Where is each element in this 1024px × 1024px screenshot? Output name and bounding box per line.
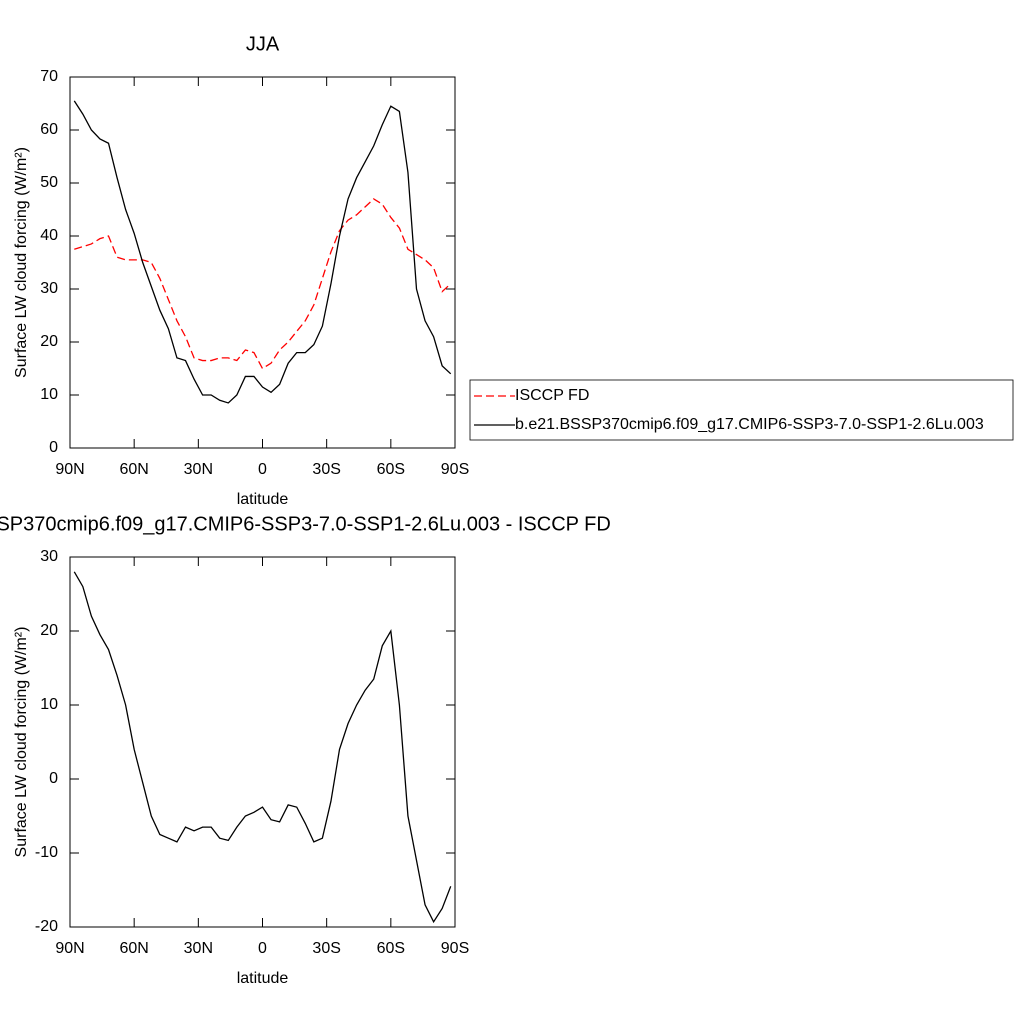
x-tick-label: 60N <box>119 461 148 478</box>
x-axis-label: latitude <box>237 970 289 987</box>
chart-title: b.e21.BSSP370cmip6.f09_g17.CMIP6-SSP3-7.… <box>0 513 611 535</box>
x-tick-label: 30N <box>184 940 213 957</box>
y-tick-label: 20 <box>40 622 58 639</box>
y-tick-label: 40 <box>40 227 58 244</box>
x-tick-label: 0 <box>258 940 267 957</box>
x-tick-label: 90N <box>55 940 84 957</box>
y-tick-label: 70 <box>40 68 58 85</box>
series-line <box>73 571 452 924</box>
y-tick-label: 10 <box>40 696 58 713</box>
y-tick-label: 0 <box>49 439 58 456</box>
x-tick-label: 30N <box>184 461 213 478</box>
legend-label: ISCCP FD <box>515 387 589 404</box>
y-tick-label: 30 <box>40 548 58 565</box>
x-tick-label: 60S <box>377 461 405 478</box>
legend-label: b.e21.BSSP370cmip6.f09_g17.CMIP6-SSP3-7.… <box>515 416 984 433</box>
y-tick-label: -10 <box>35 844 58 861</box>
x-tick-label: 60S <box>377 940 405 957</box>
x-tick-label: 90S <box>441 940 469 957</box>
plot-frame <box>69 556 456 928</box>
series-line <box>73 100 452 404</box>
x-tick-label: 90S <box>441 461 469 478</box>
x-tick-label: 0 <box>258 461 267 478</box>
y-axis-label: Surface LW cloud forcing (W/m²) <box>13 147 30 378</box>
x-tick-label: 60N <box>119 940 148 957</box>
y-tick-label: -20 <box>35 918 58 935</box>
x-tick-label: 30S <box>312 940 340 957</box>
x-tick-label: 90N <box>55 461 84 478</box>
y-tick-label: 50 <box>40 174 58 191</box>
y-tick-label: 0 <box>49 770 58 787</box>
y-tick-label: 20 <box>40 333 58 350</box>
y-axis-label: Surface LW cloud forcing (W/m²) <box>13 627 30 858</box>
chart-title: JJA <box>246 33 280 55</box>
legend-box <box>469 379 1014 441</box>
y-tick-label: 30 <box>40 280 58 297</box>
x-tick-label: 30S <box>312 461 340 478</box>
x-axis-label: latitude <box>237 491 289 508</box>
y-tick-label: 60 <box>40 121 58 138</box>
y-tick-label: 10 <box>40 386 58 403</box>
plot-frame <box>69 76 456 449</box>
